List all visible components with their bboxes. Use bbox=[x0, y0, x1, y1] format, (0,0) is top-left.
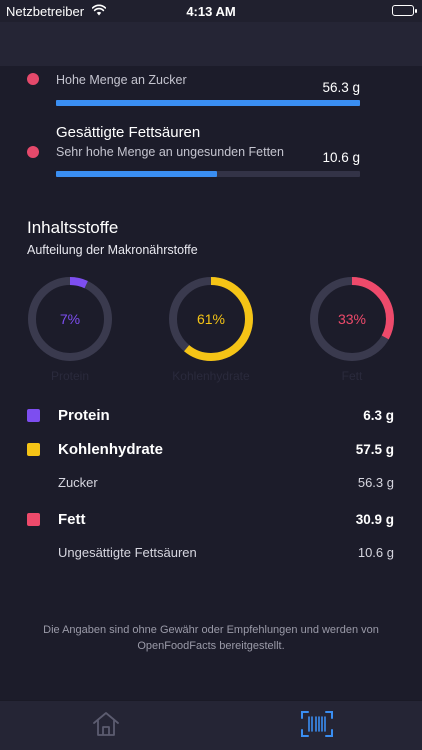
macro-name: Fett bbox=[58, 511, 86, 528]
fat-color-swatch bbox=[27, 513, 40, 526]
protein-color-swatch bbox=[27, 409, 40, 422]
nutrient-description: Hohe Menge an Zucker bbox=[56, 73, 187, 87]
home-icon bbox=[93, 712, 119, 736]
macro-sub-amount: 56.3 g bbox=[357, 475, 394, 490]
ring-carbohydrates: 61% bbox=[168, 276, 254, 362]
carbohydrates-color-swatch bbox=[27, 443, 40, 456]
status-time: 4:13 AM bbox=[186, 4, 236, 19]
macro-sub-name: Ungesättigte Fettsäuren bbox=[58, 545, 197, 560]
ring-label-fat: Fett bbox=[341, 369, 363, 383]
warning-dot-icon bbox=[27, 146, 39, 158]
battery-icon bbox=[392, 5, 417, 16]
macro-name: Protein bbox=[58, 407, 110, 424]
nutrient-description: Sehr hohe Menge an ungesunden Fetten bbox=[56, 145, 284, 159]
macro-name: Kohlenhydrate bbox=[58, 441, 164, 458]
status-bar: Netzbetreiber 4:13 AM bbox=[0, 0, 422, 22]
ring-label-carbohydrates: Kohlenhydrate bbox=[172, 369, 250, 383]
ring-protein: 7% bbox=[27, 276, 113, 362]
ring-percent: 61% bbox=[196, 311, 226, 327]
macro-sub-amount: 10.6 g bbox=[357, 545, 394, 560]
wifi-icon bbox=[92, 4, 106, 16]
ring-percent: 7% bbox=[59, 311, 81, 327]
tab-bar bbox=[0, 700, 422, 750]
macro-sub-name: Zucker bbox=[58, 475, 98, 490]
carrier-name: Netzbetreiber bbox=[6, 4, 85, 19]
ring-percent: 33% bbox=[337, 311, 367, 327]
section-title: Inhaltsstoffe bbox=[27, 218, 119, 237]
nutrient-value: 56.3 g bbox=[322, 80, 360, 95]
product-detail-scroll[interactable]: Zucker Hohe Menge an Zucker 56.3 g Gesät… bbox=[0, 0, 422, 700]
ring-label-protein: Protein bbox=[50, 369, 90, 383]
tab-scanner[interactable] bbox=[300, 709, 334, 739]
warning-dot-icon bbox=[27, 73, 39, 85]
nutrient-value: 10.6 g bbox=[322, 150, 360, 165]
ring-fat: 33% bbox=[309, 276, 395, 362]
macro-amount: 6.3 g bbox=[363, 408, 394, 423]
macro-amount: 57.5 g bbox=[355, 442, 394, 457]
barcode-scanner-icon bbox=[301, 711, 333, 737]
macro-amount: 30.9 g bbox=[355, 512, 394, 527]
tab-home[interactable] bbox=[89, 709, 123, 739]
nutrient-level-bar bbox=[56, 100, 360, 106]
navigation-header bbox=[0, 22, 422, 66]
data-source-disclaimer: Die Angaben sind ohne Gewähr oder Empfeh… bbox=[43, 624, 379, 652]
section-subtitle: Aufteilung der Makronährstoffe bbox=[27, 243, 198, 257]
nutrient-level-bar bbox=[56, 171, 360, 177]
nutrient-title: Gesättigte Fettsäuren bbox=[56, 124, 201, 141]
